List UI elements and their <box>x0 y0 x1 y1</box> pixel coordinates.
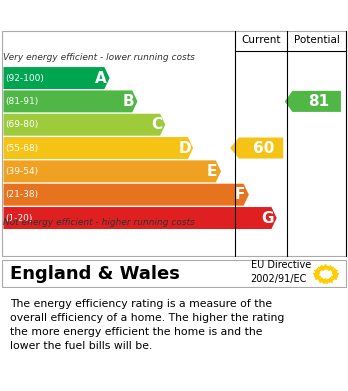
Text: (21-38): (21-38) <box>5 190 38 199</box>
Polygon shape <box>3 67 110 89</box>
Text: (39-54): (39-54) <box>5 167 38 176</box>
Text: (55-68): (55-68) <box>5 143 39 152</box>
Text: B: B <box>123 94 135 109</box>
Text: D: D <box>178 140 191 156</box>
Text: 60: 60 <box>253 140 274 156</box>
Text: EU Directive
2002/91/EC: EU Directive 2002/91/EC <box>251 260 311 283</box>
Text: A: A <box>95 70 107 86</box>
Text: Potential: Potential <box>294 35 340 45</box>
Text: 81: 81 <box>309 94 330 109</box>
Text: (92-100): (92-100) <box>5 74 44 83</box>
Text: C: C <box>151 117 162 132</box>
Text: (69-80): (69-80) <box>5 120 39 129</box>
Text: E: E <box>207 164 218 179</box>
Text: Not energy efficient - higher running costs: Not energy efficient - higher running co… <box>3 219 195 228</box>
Text: (81-91): (81-91) <box>5 97 39 106</box>
Polygon shape <box>230 138 283 159</box>
Text: Energy Efficiency Rating: Energy Efficiency Rating <box>14 5 243 23</box>
Polygon shape <box>3 114 165 136</box>
Text: F: F <box>235 187 245 202</box>
Polygon shape <box>3 184 249 206</box>
Text: (1-20): (1-20) <box>5 213 33 222</box>
Polygon shape <box>285 91 341 112</box>
Text: G: G <box>262 210 274 226</box>
Polygon shape <box>3 160 221 182</box>
Text: England & Wales: England & Wales <box>10 264 180 283</box>
Polygon shape <box>3 207 277 229</box>
Text: Current: Current <box>241 35 281 45</box>
Polygon shape <box>3 137 193 159</box>
Text: The energy efficiency rating is a measure of the
overall efficiency of a home. T: The energy efficiency rating is a measur… <box>10 299 285 351</box>
Polygon shape <box>3 90 137 112</box>
Text: Very energy efficient - lower running costs: Very energy efficient - lower running co… <box>3 53 196 62</box>
